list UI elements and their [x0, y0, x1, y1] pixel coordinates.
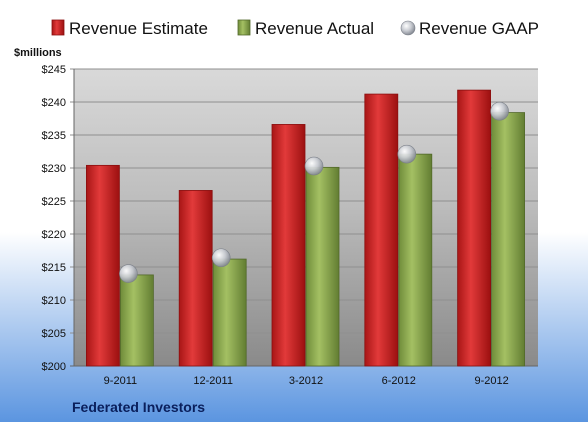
x-tick-label: 3-2012	[289, 375, 323, 387]
x-tick-label: 9-2011	[104, 375, 137, 387]
y-tick-label: $225	[42, 196, 66, 208]
bar-revenue-estimate	[271, 124, 306, 367]
y-tick-label: $230	[42, 163, 66, 175]
bar-revenue-actual	[305, 166, 340, 367]
y-tick-label: $240	[42, 97, 66, 109]
point-revenue-gaap	[490, 101, 509, 121]
bar-revenue-actual	[212, 258, 247, 367]
y-axis-label: $millions	[14, 47, 62, 59]
y-tick-label: $205	[42, 328, 66, 340]
bar-revenue-estimate	[86, 164, 120, 367]
y-tick-label: $245	[42, 64, 66, 76]
point-revenue-gaap	[304, 156, 324, 176]
y-tick-label: $200	[42, 361, 66, 373]
y-tick-label: $210	[42, 295, 66, 307]
bar-revenue-actual	[398, 153, 433, 367]
x-tick-label: 6-2012	[382, 375, 416, 387]
legend-gaap-swatch	[400, 20, 416, 36]
legend-gaap-label: Revenue GAAP	[419, 19, 539, 38]
point-revenue-gaap	[211, 248, 231, 268]
bar-revenue-estimate	[178, 190, 213, 367]
legend-actual-swatch	[237, 19, 251, 36]
y-tick-label: $215	[42, 262, 66, 274]
bar-revenue-estimate	[457, 89, 492, 367]
plot-area: $200 $205 $210 $215 $220 $225 $230 $235 $240 $245…	[42, 64, 538, 387]
legend-estimate-label: Revenue Estimate	[69, 19, 208, 38]
bar-revenue-actual	[120, 274, 154, 367]
x-tick-label: 9-2012	[474, 375, 508, 387]
legend: Revenue Estimate Revenue Actual Revenue GA…	[51, 19, 539, 38]
point-revenue-gaap	[119, 264, 138, 283]
y-tick-label: $235	[42, 130, 66, 142]
point-revenue-gaap	[397, 144, 417, 164]
y-tick-label: $220	[42, 229, 66, 241]
x-tick-label: 12-2011	[193, 375, 233, 387]
footer-title: Federated Investors	[72, 399, 205, 415]
legend-estimate-swatch	[51, 19, 65, 36]
bar-revenue-estimate	[364, 93, 399, 367]
bar-revenue-actual	[491, 112, 526, 367]
legend-actual-label: Revenue Actual	[255, 19, 374, 38]
